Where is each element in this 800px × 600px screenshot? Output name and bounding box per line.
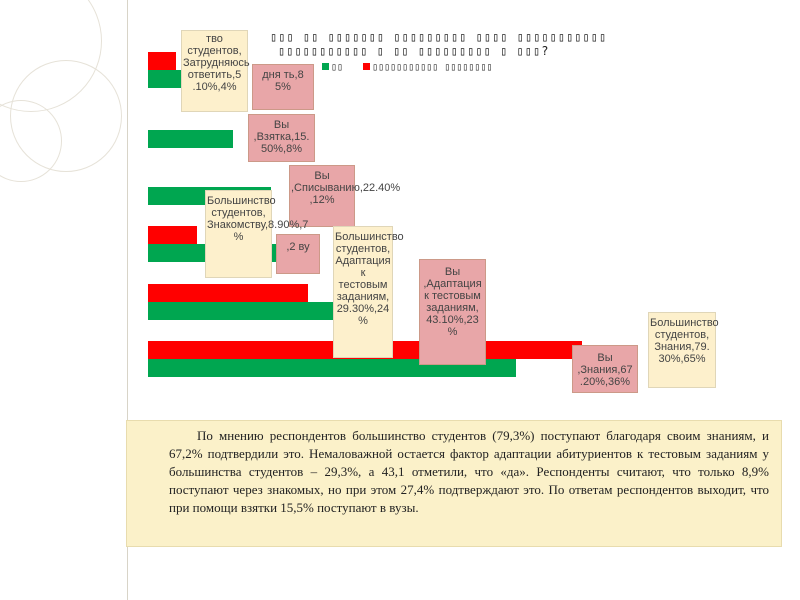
data-label: Большинство студентов, Знакомству,8.90%,… xyxy=(205,190,308,278)
chart-title: ▯▯▯ ▯▯ ▯▯▯▯▯▯▯ ▯▯▯▯▯▯▯▯▯ ▯▯▯▯ ▯▯▯▯▯▯▯▯▯▯… xyxy=(270,30,607,58)
data-label: Большинство студентов, Знания,79. 30%,65… xyxy=(648,312,719,388)
data-label: тво студентов, Затрудняюсь ответить,5 .1… xyxy=(181,30,250,112)
divider-line xyxy=(127,0,128,600)
data-label: Вы ,Взятка,15. 50%,8% xyxy=(248,114,315,162)
chart-legend: ▯▯ ▯▯▯▯▯▯▯▯▯▯▯ ▯▯▯▯▯▯▯▯ xyxy=(322,62,493,74)
chart-title-line: ▯▯▯▯▯▯▯▯▯▯▯ ▯ ▯▯ ▯▯▯▯▯▯▯▯▯ ▯ ▯▯▯? xyxy=(278,44,550,58)
bar-bolshinstvo-4 xyxy=(148,284,309,302)
data-label: ,2 ву xyxy=(276,234,320,274)
bar-bolshinstvo-3 xyxy=(148,226,197,244)
data-label: дня ть,8 5% xyxy=(252,64,314,110)
data-label: Большинство студентов, Адаптация к тесто… xyxy=(333,226,404,358)
bar-bolshinstvo-0 xyxy=(148,52,176,70)
data-label: Вы ,Списыванию,22.40% ,12% xyxy=(289,165,400,227)
bar-vy-4 xyxy=(148,302,384,320)
summary-text: По мнению респондентов большинство студе… xyxy=(126,420,782,547)
legend-swatch-red xyxy=(363,63,371,70)
data-label: Вы ,Адаптация к тестовым заданиям, 43.10… xyxy=(419,259,486,365)
legend-label: ▯▯▯▯▯▯▯▯▯▯▯ ▯▯▯▯▯▯▯▯ xyxy=(372,62,493,73)
data-label: Вы ,Знания,67 .20%,36% xyxy=(572,345,638,393)
legend-swatch-green xyxy=(322,63,329,70)
legend-label: ▯▯ xyxy=(331,62,344,73)
bar-vy-1 xyxy=(148,130,233,148)
chart-title-line: ▯▯▯ ▯▯ ▯▯▯▯▯▯▯ ▯▯▯▯▯▯▯▯▯ ▯▯▯▯ ▯▯▯▯▯▯▯▯▯▯… xyxy=(270,30,608,44)
